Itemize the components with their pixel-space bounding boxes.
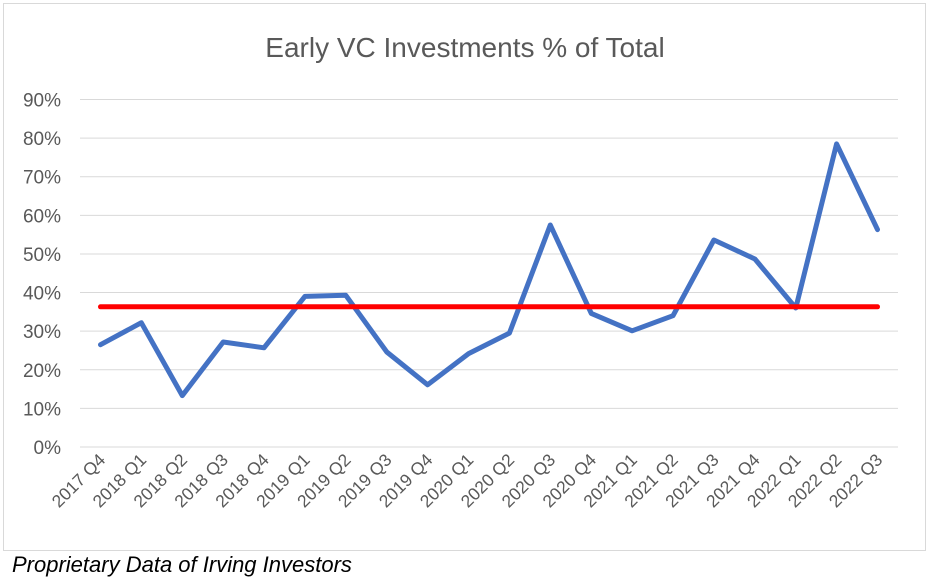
y-tick-label: 30%: [23, 322, 61, 343]
y-tick-label: 50%: [23, 245, 61, 266]
series-line-investments: [98, 141, 880, 399]
chart-title: Early VC Investments % of Total: [265, 32, 664, 63]
y-tick-label: 80%: [23, 129, 61, 150]
y-tick-label: 10%: [23, 399, 61, 420]
y-tick-label: 60%: [23, 206, 61, 227]
y-tick-label: 20%: [23, 361, 61, 382]
series-layer: [98, 141, 880, 399]
y-axis-ticks: 0% 10% 20% 30% 40% 50% 60% 70% 80% 90%: [23, 91, 61, 460]
gridlines: [80, 99, 898, 448]
footnote: Proprietary Data of Irving Investors: [12, 552, 352, 577]
y-tick-label: 40%: [23, 284, 61, 305]
y-tick-label: 90%: [23, 91, 61, 112]
y-tick-label: 0%: [34, 438, 62, 459]
y-tick-label: 70%: [23, 168, 61, 189]
